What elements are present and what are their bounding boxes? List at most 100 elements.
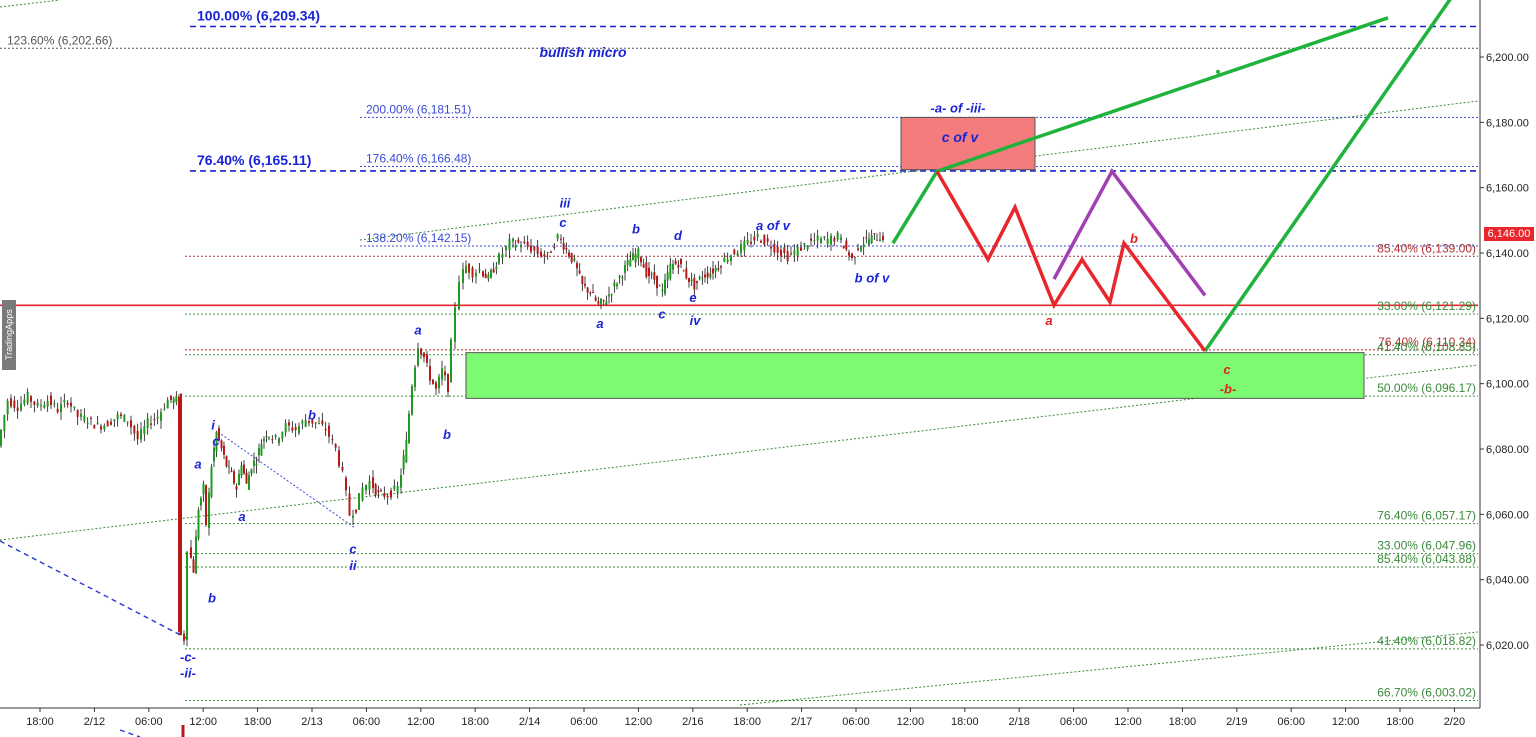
candle-body [444, 371, 446, 376]
candle-body [192, 559, 195, 573]
candle-body [429, 366, 431, 381]
candle-body [210, 466, 213, 497]
candle-body [233, 471, 235, 484]
candle-body [533, 246, 536, 251]
candle-body [783, 247, 786, 253]
x-tick-label: 2/19 [1226, 716, 1247, 728]
candle-body [672, 264, 674, 270]
x-tick-label: 06:00 [353, 716, 381, 728]
candle-body [508, 238, 511, 251]
fib-level-label: 50.00% (6,096.17) [1377, 381, 1476, 395]
candle-body [656, 275, 658, 289]
candle-body [368, 481, 371, 490]
candle-body [163, 408, 166, 410]
candle-body [857, 248, 859, 250]
y-tick-label: 6,080.00 [1486, 444, 1529, 456]
candle-body [868, 239, 870, 245]
candle-body [334, 443, 337, 448]
candle-body [220, 440, 223, 449]
candle-body [696, 280, 698, 283]
candle-body [23, 399, 26, 405]
candle-body [86, 422, 89, 424]
wave-label: c [658, 306, 666, 321]
candle-body [605, 301, 608, 305]
candle-body [30, 396, 32, 402]
candle-body [632, 253, 634, 260]
candle-body [390, 490, 392, 498]
candle-body [202, 483, 205, 495]
candle-body [133, 425, 136, 434]
wave-label: b [308, 408, 316, 423]
x-tick-label: 2/14 [519, 716, 540, 728]
candle-body [348, 493, 351, 516]
candle-body [304, 420, 307, 427]
candle-body [106, 421, 109, 427]
wave-label: c [212, 434, 220, 449]
candle-body [462, 269, 464, 283]
x-tick-label: 12:00 [189, 716, 217, 728]
candle-body [505, 246, 507, 251]
x-tick-label: 12:00 [1332, 716, 1360, 728]
candle-body [123, 414, 126, 422]
candle-body [197, 509, 200, 539]
candle-body [136, 431, 139, 440]
candle-body [720, 266, 722, 268]
candle-body [717, 268, 720, 270]
candle-body [183, 633, 185, 641]
wave-label: -c- [180, 649, 196, 664]
candle-body [26, 391, 29, 404]
y-tick-label: 6,100.00 [1486, 379, 1529, 391]
candle-body [482, 271, 484, 277]
candle-body [100, 426, 102, 430]
candle-body [60, 403, 62, 413]
candle-body [736, 252, 739, 256]
candle-body [13, 400, 16, 408]
candle-body [113, 419, 116, 421]
candle-body [830, 235, 832, 245]
candle-body [882, 235, 884, 241]
candle-body [291, 427, 294, 431]
candle-body [426, 354, 428, 363]
candle-body [250, 469, 253, 474]
candle-body [862, 244, 865, 248]
candle-body [498, 253, 500, 264]
candle-body [701, 278, 704, 280]
wave-label: a [238, 509, 245, 524]
candle-body [803, 243, 806, 245]
candle-body [753, 236, 756, 241]
candle-body [845, 240, 848, 250]
candle-body [140, 429, 142, 440]
candle-body [10, 398, 12, 407]
candle-body [228, 466, 230, 468]
candle-body [621, 277, 624, 279]
candle-body [175, 396, 178, 402]
candle-body [597, 301, 600, 304]
candle-body [288, 422, 290, 426]
candle-body [386, 495, 389, 498]
candle-body [230, 470, 233, 472]
candle-body [487, 274, 490, 279]
x-tick-label: 12:00 [897, 716, 925, 728]
wave-label: c [1223, 362, 1231, 377]
candle-body [284, 423, 287, 433]
candle-body [514, 244, 517, 248]
wave-label: i [211, 417, 215, 432]
candle-body [3, 415, 6, 432]
candle-body [873, 233, 876, 235]
y-tick-label: 6,160.00 [1486, 183, 1529, 195]
candle-body [865, 237, 868, 239]
wave-label: e [689, 290, 696, 305]
candle-body [840, 237, 842, 241]
candle-body [80, 413, 82, 417]
candle-body [355, 509, 357, 513]
x-tick-label: 2/18 [1008, 716, 1029, 728]
candle-body [235, 486, 238, 490]
candle-body [311, 418, 314, 424]
candle-body [400, 474, 402, 488]
candle-body [854, 257, 856, 259]
candle-body [626, 260, 629, 265]
x-tick-label: 18:00 [244, 716, 272, 728]
candle-body [760, 240, 762, 243]
candle-body [495, 266, 498, 270]
candle-body [218, 428, 220, 440]
